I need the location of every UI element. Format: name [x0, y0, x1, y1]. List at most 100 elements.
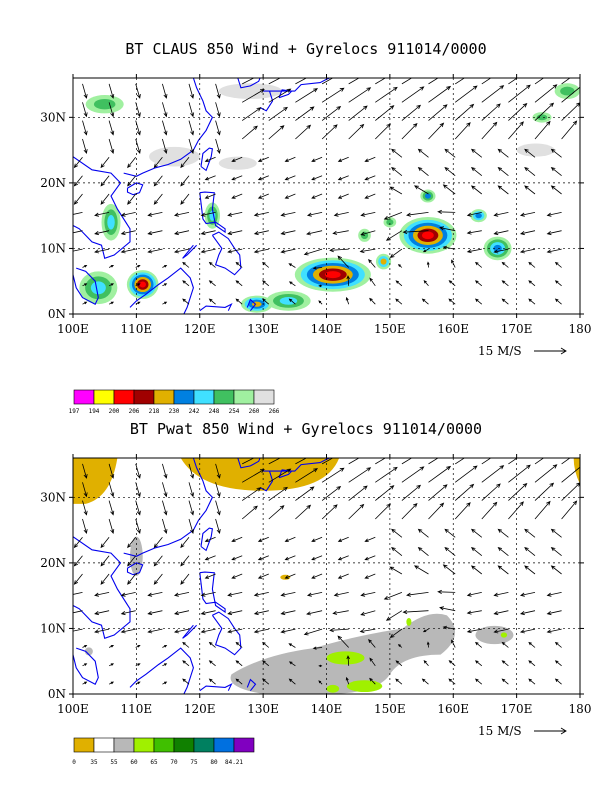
wind-vector [200, 248, 216, 254]
wind-vector [550, 565, 562, 575]
wind-vector [554, 298, 562, 305]
wind-vector [481, 121, 498, 140]
cloud-field-5 [493, 244, 502, 253]
colorbar-cell [113, 389, 135, 405]
wind-vector [147, 610, 163, 616]
wind-vector [360, 592, 376, 597]
wind-vector [428, 458, 439, 465]
y-tick-label: 30N [40, 110, 66, 124]
wind-vector [188, 120, 195, 136]
wind-vector [493, 592, 509, 597]
coastline-9 [259, 470, 274, 492]
wind-vector [295, 88, 319, 103]
wind-vector [284, 536, 296, 542]
coastline-2 [73, 647, 99, 685]
x-tick-label: 110E [121, 702, 153, 716]
wind-vector [162, 283, 168, 287]
wind-vector [519, 212, 536, 217]
wind-vector [501, 641, 509, 648]
wind-vector [257, 175, 269, 181]
pwat-low-spot [280, 574, 291, 580]
grey-cloud-0 [218, 83, 283, 99]
wind-vector [423, 659, 429, 667]
wind-vector [153, 537, 163, 549]
wind-vector [439, 606, 456, 612]
wind-vector [94, 628, 110, 634]
wind-vector [227, 610, 243, 616]
x-tick-label: 120E [184, 322, 216, 336]
wind-vector [82, 482, 88, 498]
wind-vector [257, 156, 269, 162]
cloud-field-10 [93, 99, 116, 110]
wind-vector [561, 102, 580, 121]
wind-vector [208, 660, 216, 667]
wind-vector [474, 280, 483, 287]
wind-vector [401, 503, 418, 520]
wind-vector [448, 660, 456, 667]
wind-vector [321, 124, 338, 140]
wind-vector [332, 230, 349, 235]
wind-vector [321, 504, 338, 520]
wind-vector [337, 635, 349, 648]
wind-vector [262, 261, 270, 268]
wind-vector [135, 518, 141, 534]
wind-vector [82, 83, 88, 99]
wind-vector [147, 248, 163, 254]
wind-vector [519, 610, 536, 616]
wind-vector [442, 184, 456, 195]
wind-vector [321, 78, 334, 85]
wind-vector [524, 185, 536, 195]
wind-vector [546, 592, 562, 597]
wind-vector [508, 84, 531, 103]
wind-vector [241, 487, 262, 501]
cloud-field-4 [380, 258, 387, 265]
pwat-high-2 [326, 684, 340, 693]
coastline-14 [246, 678, 257, 692]
wind-vector [108, 283, 115, 287]
wind-vector [554, 280, 562, 287]
colorbar-label: 254 [229, 408, 240, 415]
wind-vector [389, 248, 403, 258]
wind-vector [401, 484, 422, 501]
wind-vector [337, 255, 349, 268]
wind-vector [208, 280, 216, 287]
wind-vector [120, 628, 136, 634]
wind-vector [368, 638, 376, 648]
wind-vector [454, 122, 471, 140]
wind-vector [135, 83, 141, 99]
wind-vector [528, 678, 536, 685]
cloud-field-7 [424, 193, 431, 199]
x-tick-label: 180 [569, 322, 592, 336]
wind-vector [421, 678, 429, 685]
wind-vector [120, 248, 136, 254]
wind-vector [454, 103, 475, 121]
wind-vector [448, 678, 456, 685]
ref-vector-arrow [534, 727, 567, 735]
wind-vector [100, 537, 110, 549]
wind-vector [448, 280, 456, 287]
wind-vector [321, 467, 345, 483]
wind-vector [481, 483, 501, 501]
wind-vector [284, 175, 296, 181]
wind-vector [391, 528, 403, 538]
wind-vector [200, 610, 216, 616]
wind-vector [493, 628, 509, 634]
wind-vector [100, 175, 110, 187]
wind-vector [321, 87, 345, 103]
wind-vector [428, 104, 448, 121]
wind-vector [444, 528, 456, 538]
wind-vector [481, 85, 505, 103]
coastline-5 [200, 527, 214, 552]
wind-vector [528, 280, 536, 287]
wind-vector [127, 537, 137, 549]
wind-vector [73, 230, 83, 234]
wind-vector [375, 503, 391, 520]
wind-vector [332, 610, 349, 615]
wind-vector [280, 212, 296, 217]
wind-vector [94, 230, 110, 236]
y-tick-label: 20N [40, 176, 66, 190]
wind-vector [162, 83, 168, 99]
wind-vector [235, 298, 243, 305]
wind-vector [406, 592, 429, 597]
